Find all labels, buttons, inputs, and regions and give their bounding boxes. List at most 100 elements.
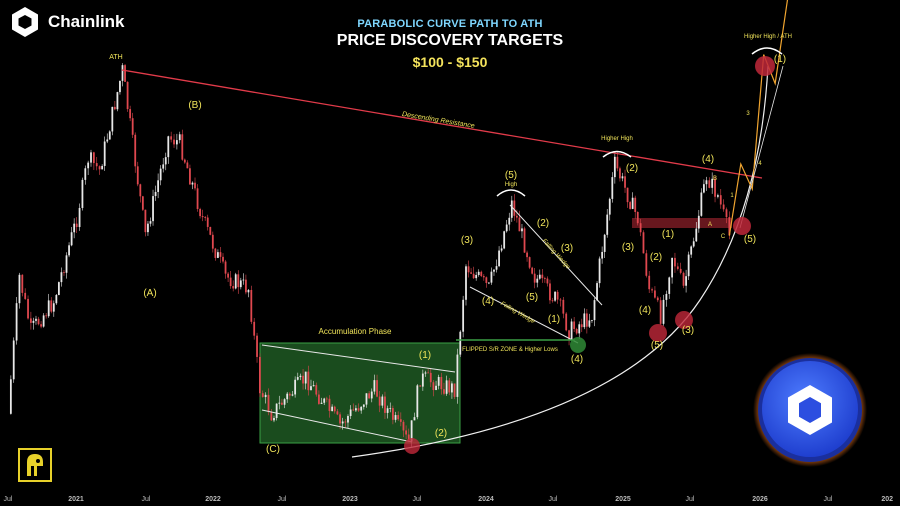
candle: [201, 216, 204, 218]
candle: [52, 303, 55, 312]
candle: [134, 134, 137, 167]
x-tick-label: Jul: [686, 496, 695, 503]
candle: [674, 257, 676, 267]
candle: [234, 274, 237, 289]
x-axis: Jul 2021 Jul 2022 Jul 2023 Jul 2024 Jul 2025 Jul 20…: [4, 496, 894, 503]
candle: [119, 80, 121, 93]
candle: [217, 252, 219, 258]
candle: [328, 398, 331, 412]
candle: [533, 273, 536, 283]
higher-high-label: Higher High: [601, 136, 633, 142]
chart-title: PRICE DISCOVERY TARGETS: [336, 32, 564, 49]
candle: [654, 290, 656, 298]
candle: [106, 139, 109, 142]
candle: [531, 267, 534, 274]
candle: [676, 266, 679, 269]
candle: [370, 391, 373, 399]
candle: [598, 258, 601, 284]
candle: [470, 272, 472, 274]
candle: [405, 430, 408, 435]
candle: [541, 274, 544, 279]
candle: [538, 274, 541, 279]
candle: [725, 209, 728, 218]
wave-label: (2): [650, 252, 662, 263]
candle: [619, 168, 621, 179]
candle: [453, 383, 456, 397]
chainlink-icon: [12, 7, 38, 37]
candle: [559, 299, 562, 301]
candle: [648, 275, 651, 290]
candle: [312, 385, 315, 387]
candle: [121, 65, 124, 81]
candle: [178, 134, 181, 141]
candle: [575, 328, 578, 334]
candle: [427, 372, 430, 374]
helmet-icon: [27, 454, 43, 476]
resistance-label: Descending Resistance: [401, 111, 475, 130]
accumulation-zone: [259, 342, 461, 444]
candle: [465, 266, 467, 300]
wave-label: (2): [537, 218, 549, 229]
candle: [585, 313, 588, 327]
candle: [521, 228, 523, 232]
wave-label: (3): [682, 325, 694, 336]
x-tick-label: 202: [881, 496, 893, 503]
candle: [490, 271, 493, 283]
candle: [554, 291, 556, 301]
candle: [651, 289, 653, 291]
candle: [191, 182, 194, 185]
candle: [429, 372, 432, 383]
higher-high-arc: [602, 150, 632, 158]
wave-label: (2): [626, 163, 638, 174]
candle: [629, 202, 632, 209]
sub-wave-label: C: [721, 234, 726, 240]
candle: [362, 404, 365, 407]
high-label: High: [505, 182, 517, 188]
candle: [87, 162, 90, 169]
candle: [360, 406, 363, 411]
price-target: $100 - $150: [412, 54, 488, 70]
candle: [57, 282, 60, 295]
candle: [475, 274, 478, 279]
candle: [78, 207, 81, 228]
candle: [341, 421, 344, 424]
candle: [703, 184, 705, 193]
candle: [21, 274, 24, 293]
candle: [626, 187, 629, 203]
higher-low-marker-2: [649, 324, 667, 342]
candle: [131, 118, 134, 135]
wave-label: (4): [639, 305, 651, 316]
candle: [631, 197, 634, 209]
candle: [126, 81, 129, 110]
candle: [513, 200, 516, 216]
candle: [394, 415, 397, 420]
candle: [219, 252, 222, 257]
candle: [302, 375, 304, 384]
candle: [536, 278, 539, 283]
projection-guide: [739, 65, 784, 229]
candle: [189, 168, 191, 185]
candle: [186, 162, 189, 169]
x-tick-label: 2024: [478, 496, 494, 503]
candle: [505, 224, 508, 232]
higher-high-ath-label: Higher High / ATH: [744, 34, 792, 40]
wedge-lower-line: [469, 286, 579, 344]
candle: [264, 394, 267, 398]
candle: [139, 184, 142, 197]
candle: [242, 279, 245, 281]
candle: [336, 411, 339, 415]
candle: [95, 163, 98, 167]
falling-wedge-label-2: Falling Wedge: [499, 301, 536, 326]
candle: [116, 92, 119, 110]
wave-label: (2): [435, 428, 447, 439]
candle: [55, 294, 58, 304]
wave-label: (A): [143, 288, 156, 299]
candle: [368, 393, 371, 399]
candle: [275, 403, 278, 419]
wave-label: (5): [744, 234, 756, 245]
candle: [498, 250, 500, 267]
x-tick-label: 2026: [752, 496, 768, 503]
candle: [32, 320, 35, 323]
candle: [222, 256, 224, 262]
supply-zone: [632, 218, 732, 228]
